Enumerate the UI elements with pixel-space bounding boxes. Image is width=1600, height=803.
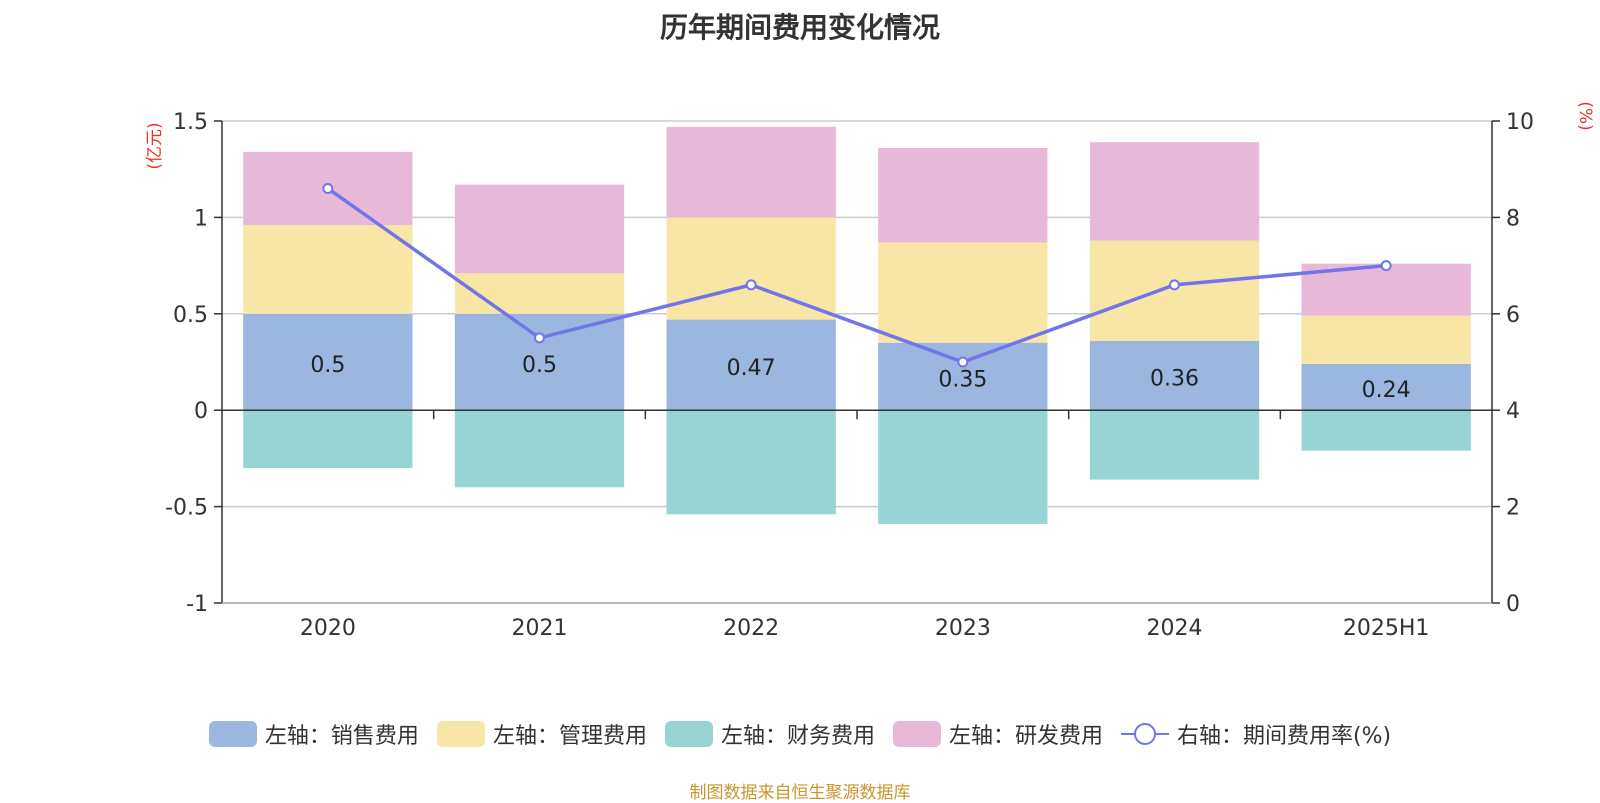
bar-3-2023 xyxy=(878,410,1048,524)
bar-2-2025H1 xyxy=(1301,315,1471,364)
right-axis-unit: (%) xyxy=(1575,101,1595,130)
legend: 左轴：销售费用 左轴：管理费用 左轴：财务费用 左轴：研发费用 右轴：期间费用率(%) xyxy=(0,718,1600,750)
x-axis-tick-label: 2024 xyxy=(1147,616,1203,641)
bar-1-2025H1 xyxy=(1301,363,1471,411)
legend-swatch xyxy=(892,721,941,747)
chart-title: 历年期间费用变化情况 xyxy=(659,11,940,44)
left-axis-tick-label: -0.5 xyxy=(165,496,208,521)
legend-label: 左轴：销售费用 xyxy=(264,724,419,749)
bar-4-2024 xyxy=(1089,142,1260,241)
source-note: 制图数据来自恒生聚源数据库 xyxy=(689,783,911,803)
legend-label: 左轴：管理费用 xyxy=(492,724,647,749)
left-axis-tick-label: 0 xyxy=(194,399,208,424)
bar-3-2025H1 xyxy=(1301,410,1471,451)
right-axis-tick-label: 0 xyxy=(1506,592,1520,617)
bar-3-2022 xyxy=(666,410,836,515)
rate-line-group xyxy=(322,182,1392,368)
bar-1-2023 xyxy=(878,342,1048,411)
right-axis-tick-label: 4 xyxy=(1506,399,1520,424)
data-label-2025H1: 0.24 xyxy=(1362,378,1411,403)
legend-label: 左轴：财务费用 xyxy=(720,724,875,749)
data-label-2023: 0.35 xyxy=(938,367,987,392)
legend-item-rate[interactable]: 右轴：期间费用率(%) xyxy=(1120,718,1392,750)
right-axis-tick-label: 6 xyxy=(1506,303,1520,328)
bar-3-2020 xyxy=(243,410,413,469)
bar-4-2022 xyxy=(666,126,836,218)
rate-line xyxy=(326,187,1387,364)
x-axis-tick-label: 2025H1 xyxy=(1343,616,1430,641)
x-axis-tick-label: 2021 xyxy=(512,616,568,641)
bar-3-2021 xyxy=(454,410,625,488)
rate-point-2024 xyxy=(1169,279,1180,291)
right-axis-tick-label: 10 xyxy=(1506,110,1534,135)
bar-2-2022 xyxy=(666,217,836,320)
axes: -1 -0.5 0 0.5 1 1.5 0 2 4 6 8 10 2020 2021 2022 2023 202… xyxy=(165,110,1534,641)
left-axis-tick-label: 0.5 xyxy=(173,303,208,328)
data-label-2022: 0.47 xyxy=(727,356,776,381)
right-axis-tick-label: 8 xyxy=(1506,206,1520,231)
x-axis-tick-label: 2020 xyxy=(300,616,356,641)
rate-point-2022 xyxy=(745,279,757,291)
x-axis-tick-label: 2023 xyxy=(935,616,991,641)
legend-label: 右轴：期间费用率(%) xyxy=(1176,724,1392,749)
rate-point-2020 xyxy=(322,182,334,194)
bar-4-2021 xyxy=(454,184,625,274)
bar-group xyxy=(243,126,1471,524)
legend-item-1[interactable]: 左轴：销售费用 xyxy=(208,718,419,750)
data-label-group: 0.5 0.5 0.47 0.35 0.36 0.24 xyxy=(310,353,1410,403)
legend-marker xyxy=(1133,723,1156,745)
bar-2-2021 xyxy=(454,273,625,314)
bar-2-2020 xyxy=(243,225,413,314)
bar-3-2024 xyxy=(1089,410,1260,480)
left-axis-tick-label: 1 xyxy=(194,206,208,231)
data-label-2021: 0.5 xyxy=(522,353,557,378)
legend-item-2[interactable]: 左轴：管理费用 xyxy=(436,718,647,750)
rate-point-2021 xyxy=(534,332,545,344)
rate-point-2023 xyxy=(957,356,969,368)
bar-1-2022 xyxy=(666,319,836,411)
data-label-2020: 0.5 xyxy=(310,353,345,378)
bar-2-2024 xyxy=(1089,240,1260,341)
legend-item-3[interactable]: 左轴：财务费用 xyxy=(664,718,875,750)
legend-line-icon xyxy=(1120,723,1169,745)
bar-1-2021 xyxy=(454,313,625,411)
bar-2-2023 xyxy=(878,242,1048,343)
legend-item-4[interactable]: 左轴：研发费用 xyxy=(892,718,1103,750)
legend-swatch xyxy=(664,721,713,747)
left-axis-tick-label: -1 xyxy=(186,592,208,617)
bar-4-2023 xyxy=(878,147,1048,243)
left-axis-unit: (亿元) xyxy=(145,122,165,169)
bar-1-2020 xyxy=(243,313,413,411)
x-axis-tick-label: 2022 xyxy=(723,616,779,641)
legend-swatch xyxy=(436,721,485,747)
legend-label: 左轴：研发费用 xyxy=(948,724,1103,749)
legend-swatch xyxy=(208,721,257,747)
right-axis-tick-label: 2 xyxy=(1506,496,1520,521)
data-label-2024: 0.36 xyxy=(1150,366,1199,391)
left-axis-tick-label: 1.5 xyxy=(173,110,208,135)
rate-point-2025H1 xyxy=(1380,260,1392,272)
bar-1-2024 xyxy=(1089,340,1260,411)
